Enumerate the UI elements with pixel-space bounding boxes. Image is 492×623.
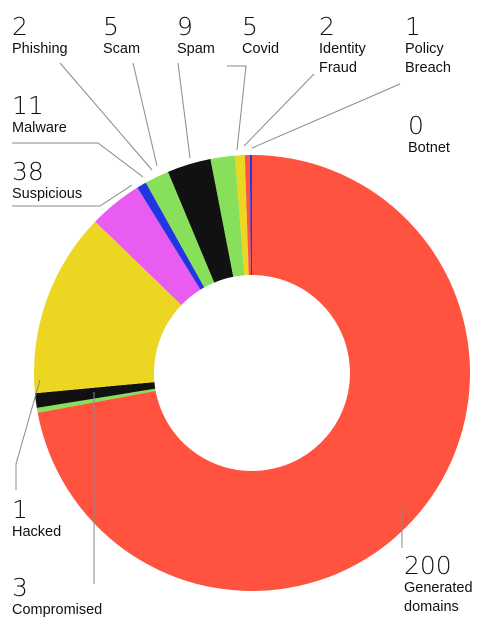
slice-value-hacked: 1	[12, 495, 28, 524]
slice-compromised	[34, 382, 156, 408]
slice-value-identity-fraud: 2	[319, 12, 335, 41]
slice-name-compromised: Compromised	[12, 602, 102, 618]
slice-spam	[168, 158, 234, 283]
slice-covid	[210, 155, 245, 277]
slice-name-scam: Scam	[103, 41, 140, 57]
leader-line-spam	[177, 62, 191, 159]
slice-phishing	[137, 182, 205, 290]
leader-line-hacked	[15, 379, 41, 490]
slice-name-policy-breach-line2: Breach	[405, 60, 451, 76]
leader-line-suspicious	[12, 184, 133, 207]
slice-name-covid: Covid	[242, 41, 279, 57]
leader-line-malware	[12, 142, 144, 178]
slice-name-suspicious: Suspicious	[12, 186, 82, 202]
slice-malware	[95, 187, 201, 305]
slice-labels: 200Generateddomains1Hacked3Compromised38…	[12, 12, 473, 618]
slice-name-botnet: Botnet	[408, 140, 450, 156]
slice-value-malware: 11	[12, 91, 44, 120]
slice-policy-breach	[244, 155, 251, 276]
slice-name-spam: Spam	[177, 41, 215, 57]
slice-name-identity-fraud: Identity	[319, 41, 366, 57]
slice-hacked	[36, 388, 156, 413]
slice-scam	[145, 171, 215, 288]
slice-botnet	[249, 155, 252, 276]
slice-value-scam: 5	[103, 12, 119, 41]
leader-line-covid	[227, 65, 247, 151]
slice-value-botnet: 0	[408, 111, 424, 140]
leader-line-scam	[132, 62, 158, 167]
slice-value-spam: 9	[177, 12, 193, 41]
slice-name-hacked: Hacked	[12, 524, 61, 540]
slice-value-policy-breach: 1	[405, 12, 421, 41]
slice-name-malware: Malware	[12, 120, 67, 136]
slice-suspicious	[34, 221, 182, 394]
slice-name-generated-domains: Generated	[404, 580, 473, 596]
leader-line-identity-fraud	[243, 73, 315, 147]
slice-name-identity-fraud-line2: Fraud	[319, 60, 357, 76]
leader-line-phishing	[59, 62, 153, 171]
slice-name-generated-domains-line2: domains	[404, 599, 459, 615]
slice-name-policy-breach: Policy	[405, 41, 444, 57]
slice-generated-domains	[37, 155, 471, 591]
slice-value-covid: 5	[242, 12, 258, 41]
donut-slices	[34, 155, 471, 591]
slice-identity-fraud	[234, 155, 249, 276]
label-leader-lines	[12, 62, 403, 584]
slice-value-suspicious: 38	[12, 157, 44, 186]
slice-value-phishing: 2	[12, 12, 28, 41]
slice-value-compromised: 3	[12, 573, 28, 602]
slice-name-phishing: Phishing	[12, 41, 68, 57]
leader-line-policy-breach	[251, 83, 401, 149]
slice-value-generated-domains: 200	[404, 551, 452, 580]
